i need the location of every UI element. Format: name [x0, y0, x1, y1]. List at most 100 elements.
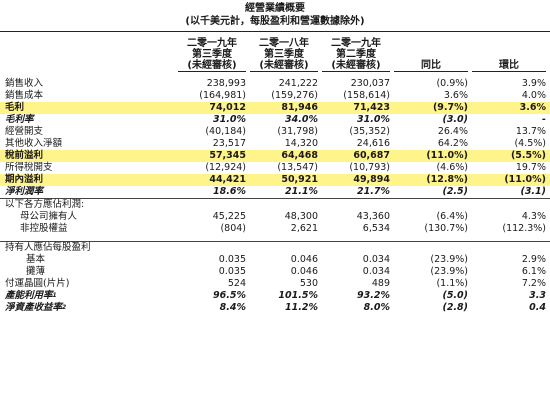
value-q2-2019 — [322, 198, 394, 211]
table-row: 所得稅開支 (12,924) (13,547) (10,793) (4.6%) 19.7% — [0, 162, 550, 174]
value-q3-2019: 31.0% — [213, 114, 246, 125]
value-q3-2018: 241,222 — [278, 78, 318, 89]
value-q3-2018: 101.5% — [278, 290, 318, 301]
table-row: 淨利潤率 18.6% 21.1% 21.7% (2.5) (3.1) — [0, 186, 550, 199]
row-label: 稅前溢利 — [0, 150, 178, 162]
results-table-body: 銷售收入 238,993 241,222 230,037 (0.9%) 3.9% 銷售成本 (… — [0, 72, 550, 314]
table-row: 稅前溢利 57,345 64,468 60,687 (11.0%) (5.5%) — [0, 150, 550, 162]
value-q2-2019: (10,793) — [349, 162, 390, 173]
row-label: 銷售成本 — [0, 90, 178, 102]
value-qoq: (11.0%) — [472, 174, 550, 186]
value-yoy: (2.8) — [442, 302, 468, 313]
value-qoq: - — [542, 114, 546, 125]
row-label: 攤薄 — [0, 266, 178, 278]
value-q3-2018 — [250, 198, 322, 211]
value-yoy: (130.7%) — [424, 223, 468, 234]
value-yoy: 64.2% — [437, 138, 468, 149]
value-yoy: (1.1%) — [436, 278, 468, 289]
row-label-text: 付運晶圓(片片) — [5, 278, 70, 289]
value-qoq: 6.1% — [521, 266, 546, 277]
value-qoq: 19.7% — [515, 162, 546, 173]
table-row: 付運晶圓(片片) 524 530 489 (1.1%) 7.2% — [0, 278, 550, 290]
row-label: 經營開支 — [0, 126, 178, 138]
value-qoq: (4.5%) — [514, 138, 546, 149]
value-q2-2019: 24,616 — [356, 138, 390, 149]
value-qoq: (3.1) — [520, 186, 546, 197]
table-row: 攤薄 0.035 0.046 0.034 (23.9%) 6.1% — [0, 266, 550, 278]
page-subtitle: (以千美元計，每股盈利和營運數據除外) — [185, 16, 365, 27]
value-q3-2018: 14,320 — [284, 138, 318, 149]
value-q3-2019: (164,981) — [199, 90, 246, 101]
value-yoy: (23.9%) — [430, 254, 468, 265]
header-q3-2018-audit: (未經審核) — [250, 60, 318, 72]
value-qoq: 13.7% — [515, 126, 546, 137]
row-label-text: 銷售收入 — [5, 78, 44, 89]
table-row: 其他收入淨額 23,517 14,320 24,616 64.2% (4.5%) — [0, 138, 550, 150]
value-q3-2018: (13,547) — [277, 162, 318, 173]
value-q3-2019: 44,421 — [178, 174, 250, 186]
value-q3-2019 — [178, 241, 250, 254]
table-row: 毛利 74,012 81,946 71,423 (9.7%) 3.6% — [0, 102, 550, 114]
value-q2-2019: 8.0% — [363, 302, 390, 313]
row-label-text: 攤薄 — [26, 266, 46, 277]
header-q3-2018: 二零一八年 第三季度 (未經審核) — [250, 38, 322, 72]
table-row: 以下各方應佔利潤: — [0, 198, 550, 211]
value-yoy: (12.8%) — [394, 174, 472, 186]
page-title: 經營業績概要 — [245, 3, 305, 14]
value-yoy: 26.4% — [437, 126, 468, 137]
value-q3-2019: 238,993 — [206, 78, 246, 89]
value-q3-2019 — [178, 198, 250, 211]
value-yoy: (0.9%) — [436, 78, 468, 89]
table-row: 期內溢利 44,421 50,921 49,894 (12.8%) (11.0%) — [0, 174, 550, 186]
row-label: 基本 — [0, 254, 178, 266]
row-label-text: 淨利潤率 — [5, 186, 44, 197]
row-label: 付運晶圓(片片) — [0, 278, 178, 290]
value-q3-2019: 96.5% — [213, 290, 246, 301]
row-label-text: 銷售成本 — [5, 90, 44, 101]
row-label-text: 產能利用率 — [5, 290, 53, 301]
header-yoy: 同比 — [394, 38, 472, 72]
value-qoq: 7.2% — [521, 278, 546, 289]
row-label: 期內溢利 — [0, 174, 178, 186]
footnote-marker: 1 — [52, 292, 57, 299]
value-yoy: (6.4%) — [436, 211, 468, 222]
header-row: 二零一九年 第三季度 (未經審核) 二零一八年 第三季度 (未經審核) 二零一九… — [0, 38, 550, 72]
row-label-text: 期內溢利 — [5, 174, 44, 185]
value-q2-2019: 49,894 — [322, 174, 394, 186]
header-qoq: 環比 — [472, 38, 550, 72]
table-row: 經營開支 (40,184) (31,798) (35,352) 26.4% 13.7% — [0, 126, 550, 138]
row-label-text: 經營開支 — [5, 126, 44, 137]
value-q2-2019: 489 — [371, 278, 390, 289]
value-q3-2019: 0.035 — [218, 266, 246, 277]
value-q3-2019: 0.035 — [218, 254, 246, 265]
row-label-text: 持有人應佔每股盈利 — [5, 242, 91, 253]
header-label-cell — [0, 38, 178, 72]
value-q3-2018: (31,798) — [277, 126, 318, 137]
value-qoq: 4.0% — [521, 90, 546, 101]
value-q3-2018: 34.0% — [285, 114, 318, 125]
value-q3-2019: 74,012 — [178, 102, 250, 114]
header-q2-2019-year: 二零一九年 — [331, 38, 381, 49]
row-label: 母公司擁有人 — [0, 211, 178, 223]
value-q2-2019: (35,352) — [349, 126, 390, 137]
row-label: 所得稅開支 — [0, 162, 178, 174]
row-label-text: 母公司擁有人 — [20, 211, 78, 222]
table-row: 持有人應佔每股盈利 — [0, 241, 550, 254]
value-qoq — [472, 198, 550, 211]
table-row: 淨資產收益率2 8.4% 11.2% 8.0% (2.8) 0.4 — [0, 302, 550, 314]
value-q2-2019: 60,687 — [322, 150, 394, 162]
value-q2-2019: 71,423 — [322, 102, 394, 114]
value-q2-2019: 0.034 — [362, 254, 390, 265]
row-label-text: 稅前溢利 — [5, 150, 44, 161]
value-yoy: (11.0%) — [394, 150, 472, 162]
header-q3-2018-year: 二零一八年 — [259, 38, 309, 49]
value-q3-2019: 45,225 — [212, 211, 246, 222]
value-q2-2019: 93.2% — [357, 290, 390, 301]
value-q3-2018: 48,300 — [284, 211, 318, 222]
row-label-text: 所得稅開支 — [5, 162, 53, 173]
value-q3-2018: 50,921 — [250, 174, 322, 186]
row-label-text: 毛利 — [5, 102, 25, 113]
row-label: 持有人應佔每股盈利 — [0, 241, 178, 254]
value-qoq: 3.3 — [529, 290, 546, 301]
